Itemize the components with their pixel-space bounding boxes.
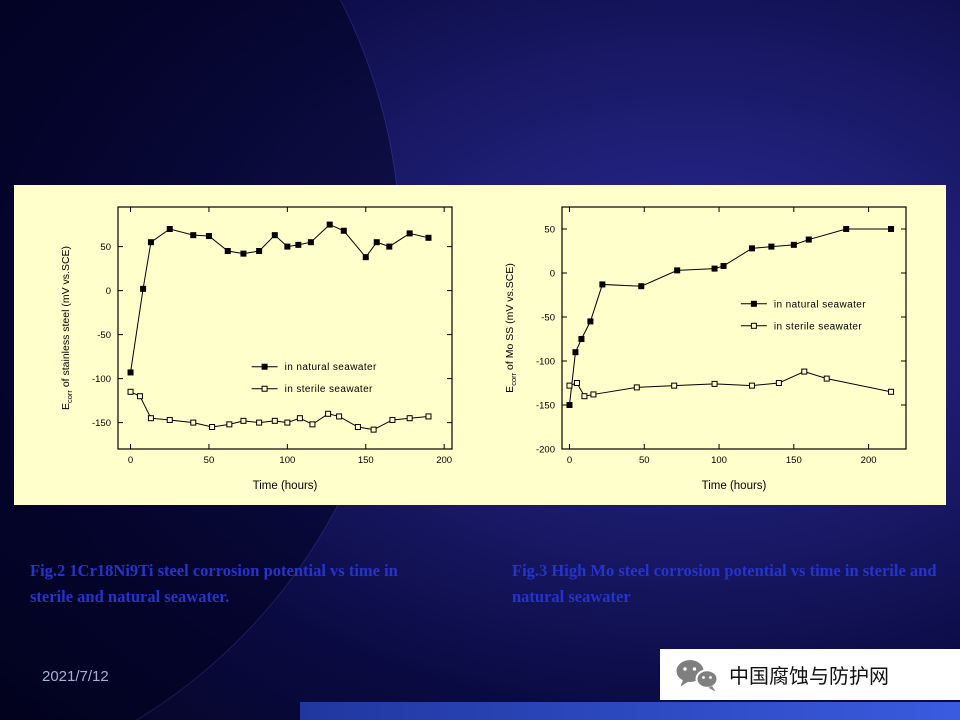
svg-text:Ecorr of stainless steel (mV v: Ecorr of stainless steel (mV vs.SCE) [60,246,74,410]
svg-text:200: 200 [861,455,877,466]
svg-text:-100: -100 [536,357,555,368]
svg-text:50: 50 [639,455,650,466]
svg-text:50: 50 [100,242,111,253]
fig3-caption: Fig.3 High Mo steel corrosion potential … [512,561,937,606]
svg-text:-200: -200 [536,445,555,456]
svg-text:-150: -150 [92,418,111,429]
svg-text:100: 100 [711,455,727,466]
svg-text:0: 0 [567,455,572,466]
svg-text:0: 0 [128,455,133,466]
wechat-icon [676,659,719,691]
svg-text:0: 0 [106,286,111,297]
svg-text:-50: -50 [541,313,555,324]
svg-text:-150: -150 [536,401,555,412]
svg-text:0: 0 [550,269,555,280]
svg-text:Ecorr of Mo SS (mV vs.SCE): Ecorr of Mo SS (mV vs.SCE) [504,263,518,393]
svg-text:100: 100 [279,455,295,466]
svg-text:150: 150 [358,455,374,466]
svg-text:150: 150 [786,455,802,466]
svg-text:-50: -50 [97,330,111,341]
svg-text:Time (hours): Time (hours) [702,480,767,492]
brand-name: 中国腐蚀与防护网 [729,666,889,688]
bottom-accent-strip [300,702,960,720]
line-chart-fig2: 0 50 100 150 200 -150 -100 -50 0 50 Time (hours) Ec… [60,206,453,492]
svg-text:-100: -100 [92,374,111,385]
slide-date: 2021/7/12 [42,668,109,685]
svg-text:50: 50 [544,225,555,236]
brand-footer-bar: 中国腐蚀与防护网 [660,649,960,700]
svg-text:Time (hours): Time (hours) [253,480,318,492]
line-chart-fig3: 0 50 100 150 200 -200 -150 -100 -50 0 50 Time (hour… [504,206,907,492]
svg-text:50: 50 [204,455,215,466]
svg-text:200: 200 [436,455,452,466]
charts-panel: 0 50 100 150 200 -150 -100 -50 0 50 Time (hours) Ec… [14,185,946,505]
svg-text:in sterile seawater: in sterile seawater [774,321,862,332]
svg-text:in sterile seawater: in sterile seawater [285,384,373,395]
svg-text:in natural seawater: in natural seawater [774,299,866,310]
svg-text:in natural seawater: in natural seawater [285,362,377,373]
fig2-caption: Fig.2 1Cr18Ni9Ti steel corrosion potenti… [30,561,398,606]
